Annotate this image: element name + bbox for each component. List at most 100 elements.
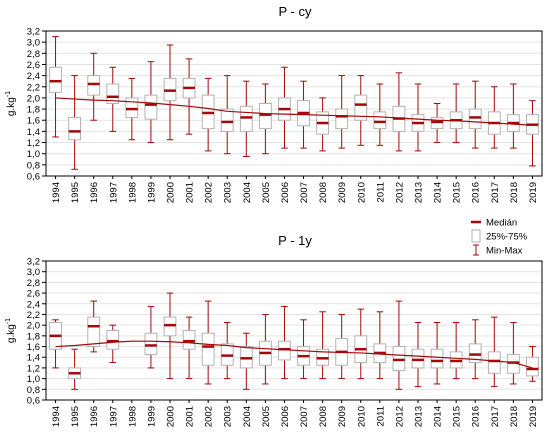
x-tick-label: 2003 xyxy=(223,406,234,427)
y-axis-label-exponent: -1 xyxy=(5,91,12,97)
x-tick-label: 2007 xyxy=(299,182,310,203)
y-tick-label: 2,4 xyxy=(27,71,40,82)
iqr-box xyxy=(258,103,272,130)
x-tick-label: 1994 xyxy=(51,406,62,427)
x-tick-label: 2019 xyxy=(528,406,539,427)
x-tick-label: 1996 xyxy=(89,182,100,203)
x-tick-label: 2018 xyxy=(509,182,520,203)
iqr-box xyxy=(106,330,120,350)
x-tick-label: 2005 xyxy=(261,406,272,427)
x-tick-label: 2013 xyxy=(414,406,425,427)
y-tick-label: 0,8 xyxy=(27,385,40,396)
iqr-box xyxy=(430,348,444,369)
x-tick-label: 2019 xyxy=(528,182,539,203)
y-tick-label: 1,0 xyxy=(27,374,40,385)
x-tick-label: 2009 xyxy=(337,182,348,203)
x-tick-label: 1997 xyxy=(108,182,119,203)
y-tick-label: 1,0 xyxy=(27,149,40,160)
x-tick-label: 2017 xyxy=(490,182,501,203)
x-tick-label: 2001 xyxy=(185,406,196,427)
legend-label: Min-Max xyxy=(486,246,523,257)
x-tick-label: 1998 xyxy=(127,406,138,427)
plot-frame xyxy=(45,260,543,401)
x-tick-label: 2000 xyxy=(166,406,177,427)
x-tick-label: 2010 xyxy=(356,406,367,427)
x-tick-label: 2006 xyxy=(280,182,291,203)
y-axis-label: g.kg-1 xyxy=(5,318,17,343)
y-tick-label: 1,2 xyxy=(27,363,40,374)
iqr-box xyxy=(201,332,215,366)
chart-1-title: P - cy xyxy=(279,4,312,19)
legend: Medián 25%-75% Min-Max xyxy=(471,218,528,257)
y-axis-label: g.kg-1 xyxy=(5,91,17,116)
x-tick-label: 2018 xyxy=(509,406,520,427)
chart-1-plot: 0,60,81,01,21,41,61,82,02,22,42,62,83,03… xyxy=(5,27,543,203)
y-tick-label: 0,6 xyxy=(27,172,40,183)
y-tick-label: 1,6 xyxy=(27,116,40,127)
y-tick-label: 1,4 xyxy=(27,353,40,364)
y-tick-label: 1,2 xyxy=(27,138,40,149)
iqr-box xyxy=(163,316,177,337)
x-tick-label: 2008 xyxy=(318,182,329,203)
x-tick-label: 1999 xyxy=(146,406,157,427)
y-tick-label: 3,0 xyxy=(27,38,40,49)
x-tick-label: 2004 xyxy=(242,182,253,203)
x-tick-label: 2000 xyxy=(166,182,177,203)
y-tick-label: 1,4 xyxy=(27,127,40,138)
iqr-box xyxy=(373,111,387,130)
y-tick-label: 2,6 xyxy=(27,60,40,71)
iqr-box xyxy=(87,75,101,96)
y-tick-label: 2,6 xyxy=(27,289,40,300)
y-tick-label: 1,8 xyxy=(27,105,40,116)
legend-label: 25%-75% xyxy=(486,232,528,243)
x-tick-label: 2001 xyxy=(185,182,196,203)
iqr-box xyxy=(487,351,501,374)
x-tick-label: 2002 xyxy=(204,182,215,203)
x-tick-label: 1996 xyxy=(89,406,100,427)
y-tick-label: 2,8 xyxy=(27,49,40,60)
x-tick-label: 2011 xyxy=(375,406,386,426)
x-tick-label: 2008 xyxy=(318,406,329,427)
x-tick-label: 2011 xyxy=(375,182,386,202)
x-tick-label: 2003 xyxy=(223,182,234,203)
iqr-box xyxy=(144,94,158,120)
x-tick-label: 2014 xyxy=(433,182,444,203)
iqr-box xyxy=(468,343,482,364)
x-tick-label: 2017 xyxy=(490,406,501,427)
y-tick-label: 2,8 xyxy=(27,278,40,289)
iqr-box xyxy=(220,108,234,132)
x-tick-label: 2004 xyxy=(242,406,253,427)
x-tick-label: 2016 xyxy=(471,182,482,203)
x-tick-label: 2012 xyxy=(394,406,405,427)
iqr-box xyxy=(411,348,425,369)
y-tick-label: 3,2 xyxy=(27,257,40,268)
x-tick-label: 2012 xyxy=(394,182,405,203)
y-tick-label: 0,6 xyxy=(27,396,40,407)
y-axis-label-unit: g.kg xyxy=(6,97,17,116)
iqr-box xyxy=(392,346,406,372)
x-tick-label: 2005 xyxy=(261,182,272,203)
legend-box-icon xyxy=(471,229,481,243)
chart-2-title: P - 1y xyxy=(278,233,312,248)
iqr-box xyxy=(239,105,253,132)
iqr-box xyxy=(106,83,120,104)
x-tick-label: 2007 xyxy=(299,406,310,427)
x-tick-label: 2015 xyxy=(452,182,463,203)
x-tick-label: 2009 xyxy=(337,406,348,427)
x-tick-label: 2013 xyxy=(414,182,425,203)
iqr-box xyxy=(68,116,82,141)
y-tick-label: 3,0 xyxy=(27,267,40,278)
x-tick-label: 1999 xyxy=(146,182,157,203)
x-tick-label: 2015 xyxy=(452,406,463,427)
x-tick-label: 1997 xyxy=(108,406,119,427)
y-tick-label: 2,2 xyxy=(27,310,40,321)
y-tick-label: 2,2 xyxy=(27,82,40,93)
y-tick-label: 2,0 xyxy=(27,93,40,104)
y-tick-label: 2,0 xyxy=(27,321,40,332)
x-tick-label: 1995 xyxy=(70,406,81,427)
y-tick-label: 1,6 xyxy=(27,342,40,353)
x-tick-label: 1994 xyxy=(51,182,62,203)
iqr-box xyxy=(87,316,101,348)
iqr-box xyxy=(144,332,158,356)
